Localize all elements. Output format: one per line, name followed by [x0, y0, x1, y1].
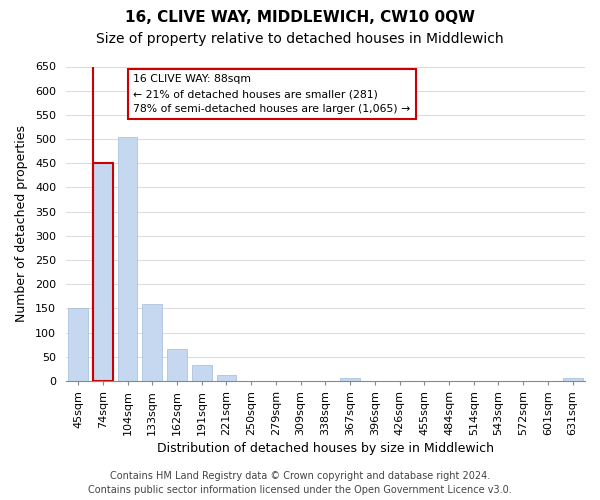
Text: 16, CLIVE WAY, MIDDLEWICH, CW10 0QW: 16, CLIVE WAY, MIDDLEWICH, CW10 0QW: [125, 10, 475, 25]
Bar: [118, 136, 137, 381]
Bar: [340, 378, 360, 381]
Text: Size of property relative to detached houses in Middlewich: Size of property relative to detached ho…: [96, 32, 504, 46]
Bar: [142, 304, 162, 381]
Bar: [563, 378, 583, 381]
Bar: [217, 375, 236, 381]
Bar: [192, 366, 212, 381]
Y-axis label: Number of detached properties: Number of detached properties: [15, 125, 28, 322]
Text: Contains HM Land Registry data © Crown copyright and database right 2024.
Contai: Contains HM Land Registry data © Crown c…: [88, 471, 512, 495]
Bar: [68, 308, 88, 381]
Bar: [167, 350, 187, 381]
Text: 16 CLIVE WAY: 88sqm
← 21% of detached houses are smaller (281)
78% of semi-detac: 16 CLIVE WAY: 88sqm ← 21% of detached ho…: [133, 74, 410, 114]
X-axis label: Distribution of detached houses by size in Middlewich: Distribution of detached houses by size …: [157, 442, 494, 455]
Bar: [93, 163, 113, 381]
